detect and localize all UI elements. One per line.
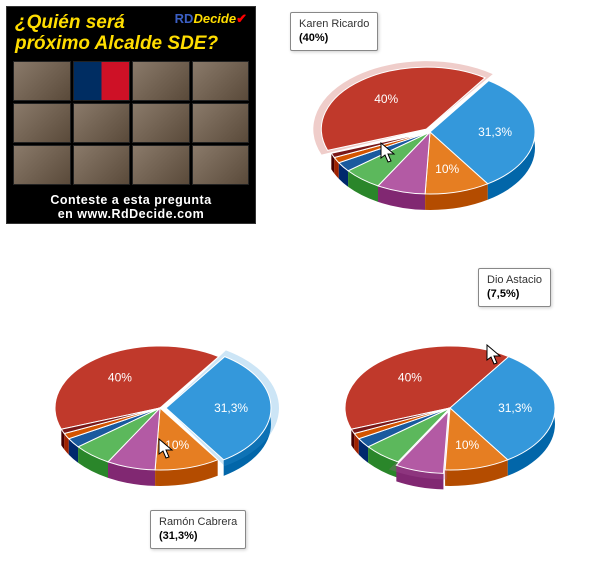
candidate-photo: [192, 103, 250, 143]
candidate-photo: [132, 145, 190, 185]
pie-slice-label: 10%: [165, 438, 189, 452]
candidate-photo: [73, 103, 131, 143]
pie-chart: 40% 31,3% 10%: [30, 316, 290, 516]
poll-banner: ¿Quién será próximo Alcalde SDE? RDDecid…: [6, 6, 256, 224]
candidate-photo: [73, 61, 131, 101]
chart-tooltip: Ramón Cabrera (31,3%): [150, 510, 246, 549]
tooltip-value: (31,3%): [159, 530, 198, 542]
candidate-photo: [13, 103, 71, 143]
pie-slice-label: 40%: [398, 371, 422, 385]
pie-slice-label: 31,3%: [214, 401, 248, 415]
chart-tooltip: Dio Astacio (7,5%): [478, 268, 551, 307]
candidate-photo: [132, 103, 190, 143]
pie-slice-label: 40%: [374, 92, 398, 106]
chart-tooltip: Karen Ricardo (40%): [290, 12, 378, 51]
tooltip-value: (7,5%): [487, 288, 519, 300]
tooltip-name: Ramón Cabrera: [159, 516, 237, 528]
candidate-photo: [73, 145, 131, 185]
candidate-photo: [132, 61, 190, 101]
title-line-1: ¿Quién será: [15, 12, 125, 33]
tooltip-value: (40%): [299, 32, 328, 44]
pie-slice-label: 10%: [435, 162, 459, 176]
candidate-photo: [13, 61, 71, 101]
candidate-photo: [13, 145, 71, 185]
pie-chart: 40% 31,3% 10%: [320, 316, 580, 516]
candidate-photo: [192, 61, 250, 101]
tooltip-name: Karen Ricardo: [299, 18, 369, 30]
candidate-photo: [192, 145, 250, 185]
tooltip-name: Dio Astacio: [487, 274, 542, 286]
pie-slice-label: 31,3%: [478, 125, 512, 139]
banner-footer: Conteste a esta pregunta en www.RdDecide…: [7, 187, 255, 227]
title-line-2: próximo Alcalde SDE?: [15, 33, 218, 54]
pie-slice-label: 31,3%: [498, 401, 532, 415]
pie-slice-label: 40%: [108, 371, 132, 385]
pie-slice-label: 10%: [455, 438, 479, 452]
pie-chart: 40% 31,3% 10%: [300, 40, 560, 240]
rd-decide-logo: RDDecide✔: [175, 11, 247, 27]
candidate-photo-grid: [7, 59, 255, 187]
